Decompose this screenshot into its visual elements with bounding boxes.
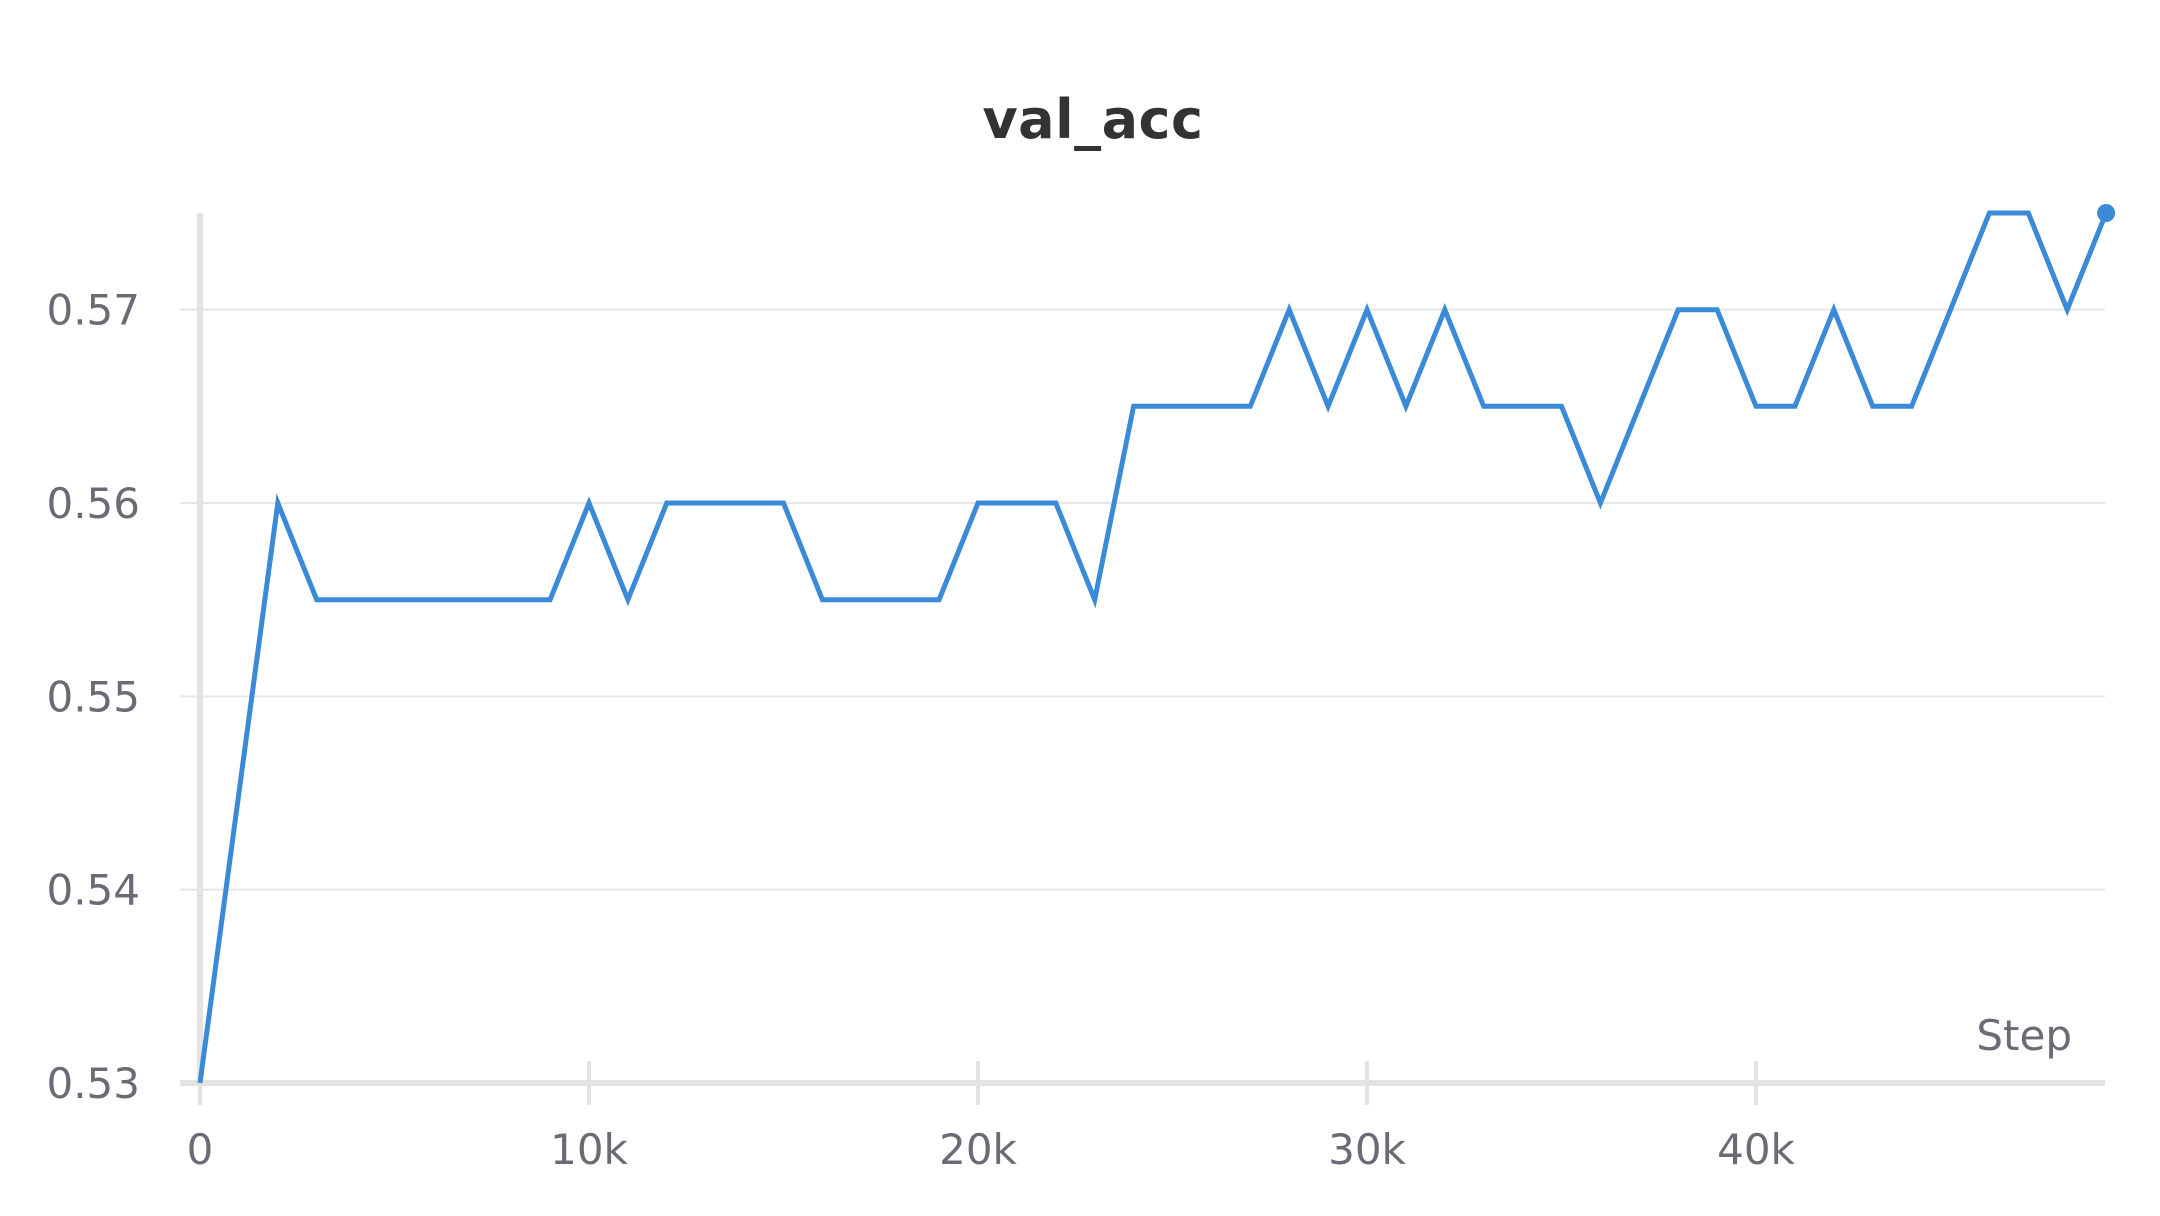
data-point xyxy=(743,501,747,505)
data-point xyxy=(1910,404,1914,408)
data-point xyxy=(1326,404,1330,408)
data-point xyxy=(1987,211,1991,215)
data-point xyxy=(859,598,863,602)
data-point xyxy=(431,598,435,602)
data-point xyxy=(315,598,319,602)
data-point xyxy=(937,598,941,602)
x-tick-label: 10k xyxy=(550,1125,628,1174)
series-layer xyxy=(197,204,2116,1085)
data-point xyxy=(1248,404,1252,408)
data-point xyxy=(820,598,824,602)
data-point xyxy=(1871,404,1875,408)
data-point xyxy=(1949,308,1953,312)
data-point xyxy=(1209,404,1213,408)
y-tick-label: 0.57 xyxy=(46,286,140,335)
data-point xyxy=(276,501,280,505)
y-tick-label: 0.53 xyxy=(46,1059,140,1108)
data-point xyxy=(1560,404,1564,408)
x-axis-label: Step xyxy=(1976,1011,2072,1060)
data-point xyxy=(1443,308,1447,312)
data-point xyxy=(1287,308,1291,312)
series-line xyxy=(197,210,2109,1084)
data-point xyxy=(1404,404,1408,408)
data-point xyxy=(898,598,902,602)
data-point xyxy=(665,501,669,505)
data-point xyxy=(1715,308,1719,312)
data-point xyxy=(1793,404,1797,408)
data-point xyxy=(354,598,358,602)
x-tick-label: 30k xyxy=(1328,1125,1406,1174)
y-tick-label: 0.56 xyxy=(46,479,140,528)
data-point xyxy=(1598,501,1602,505)
data-point xyxy=(2026,211,2030,215)
data-point xyxy=(587,501,591,505)
data-point xyxy=(1482,404,1486,408)
data-point xyxy=(470,598,474,602)
data-point xyxy=(1365,308,1369,312)
data-point xyxy=(509,598,513,602)
data-point xyxy=(1637,404,1641,408)
data-point xyxy=(976,501,980,505)
data-point xyxy=(1676,308,1680,312)
data-point xyxy=(1521,404,1525,408)
data-point xyxy=(393,598,397,602)
x-tick-label: 40k xyxy=(1717,1125,1795,1174)
x-tick-label: 0 xyxy=(187,1125,214,1174)
data-point xyxy=(548,598,552,602)
data-point xyxy=(704,501,708,505)
y-tick-label: 0.54 xyxy=(46,866,140,915)
data-point xyxy=(198,1081,202,1085)
data-point xyxy=(1015,501,1019,505)
tick-labels: 0.53 0.54 0.55 0.56 0.57 0 10k 20k 30k 40k xyxy=(46,286,1795,1174)
data-point xyxy=(782,501,786,505)
gridlines xyxy=(180,308,2105,891)
x-tick-label: 20k xyxy=(939,1125,1017,1174)
data-point xyxy=(1832,308,1836,312)
chart-title: val_acc xyxy=(982,88,1204,151)
y-tick-label: 0.55 xyxy=(46,672,140,721)
last-point-marker xyxy=(2097,204,2116,222)
data-point xyxy=(1054,501,1058,505)
data-point xyxy=(1093,598,1097,602)
data-point xyxy=(2065,308,2069,312)
data-point xyxy=(1171,404,1175,408)
data-point xyxy=(626,598,630,602)
data-point xyxy=(1132,404,1136,408)
axes xyxy=(180,213,2105,1105)
data-point xyxy=(1754,404,1758,408)
